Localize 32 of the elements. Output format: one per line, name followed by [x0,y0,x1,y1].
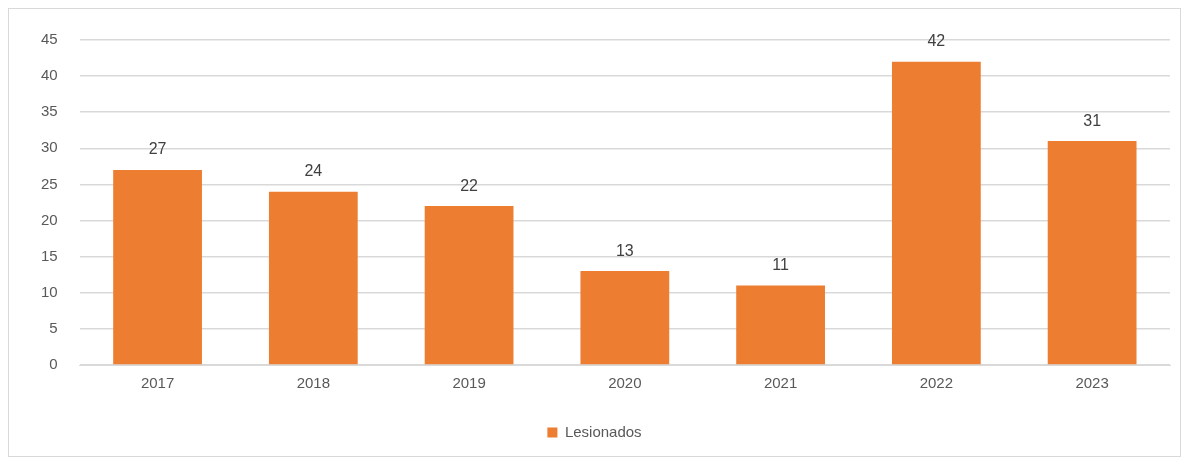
data-label: 11 [772,255,790,273]
x-tick-label: 2021 [763,374,798,392]
y-tick-label: 40 [41,66,58,84]
y-tick-label: 30 [41,138,58,156]
y-tick-label: 20 [41,210,58,228]
y-tick-label: 0 [49,355,58,373]
bar [113,170,202,365]
x-tick-label: 2022 [919,374,954,392]
bar [268,191,358,365]
y-tick-label: 25 [41,174,58,192]
x-tick-label: 2019 [452,374,486,392]
bar [1047,141,1137,365]
bar [580,271,670,365]
data-label: 31 [1083,111,1102,129]
y-tick-label: 5 [49,319,58,337]
y-tick-label: 45 [41,30,58,48]
legend-label: Lesionados [564,422,642,440]
data-label: 22 [460,176,479,194]
data-label: 42 [927,32,946,50]
bar [736,285,825,365]
x-tick-label: 2017 [140,374,175,392]
y-tick-label: 10 [41,282,58,300]
bar [891,61,981,365]
data-label: 13 [615,241,634,259]
y-tick-label: 35 [41,102,58,120]
data-label: 27 [148,140,167,158]
data-label: 24 [304,162,323,180]
x-tick-label: 2018 [296,374,331,392]
x-tick-label: 2020 [608,374,642,392]
x-tick-label: 2023 [1075,374,1109,392]
bar [424,206,514,365]
y-tick-label: 15 [41,246,58,264]
